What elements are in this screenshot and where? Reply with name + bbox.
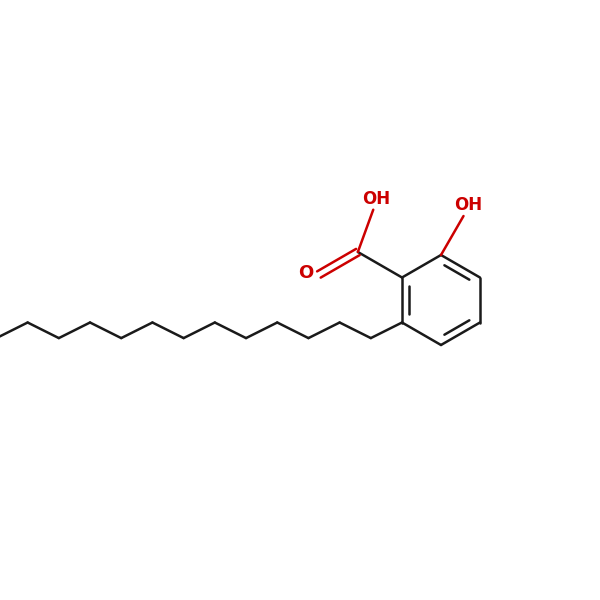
Text: OH: OH: [454, 196, 482, 214]
Text: OH: OH: [362, 190, 391, 208]
Text: O: O: [298, 264, 313, 283]
